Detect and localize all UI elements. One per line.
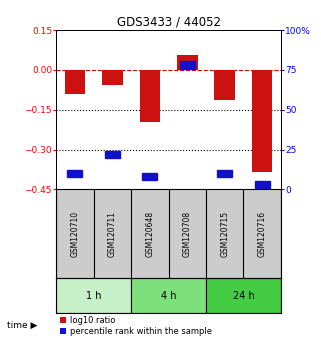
Bar [217,170,232,177]
Bar [255,181,270,188]
Bar [206,278,281,313]
Bar [56,278,131,313]
Bar [140,70,160,122]
Bar [67,170,82,177]
Bar [214,70,235,101]
Bar [65,70,85,94]
Bar [102,70,123,85]
Title: GDS3433 / 44052: GDS3433 / 44052 [117,16,221,29]
Text: GSM120715: GSM120715 [220,211,229,257]
Legend: log10 ratio, percentile rank within the sample: log10 ratio, percentile rank within the … [60,315,212,336]
Text: GSM120710: GSM120710 [70,211,79,257]
Bar [177,55,197,70]
Text: 24 h: 24 h [232,291,254,301]
Text: GSM120711: GSM120711 [108,211,117,257]
Bar [105,151,120,158]
Text: GSM120716: GSM120716 [258,211,267,257]
Bar [252,70,273,172]
Bar [131,278,206,313]
Bar [180,61,195,69]
Text: GSM120648: GSM120648 [145,211,154,257]
Text: time ▶: time ▶ [7,321,37,330]
Bar [142,173,157,181]
Text: 1 h: 1 h [86,291,101,301]
Text: 4 h: 4 h [161,291,176,301]
Text: GSM120708: GSM120708 [183,211,192,257]
